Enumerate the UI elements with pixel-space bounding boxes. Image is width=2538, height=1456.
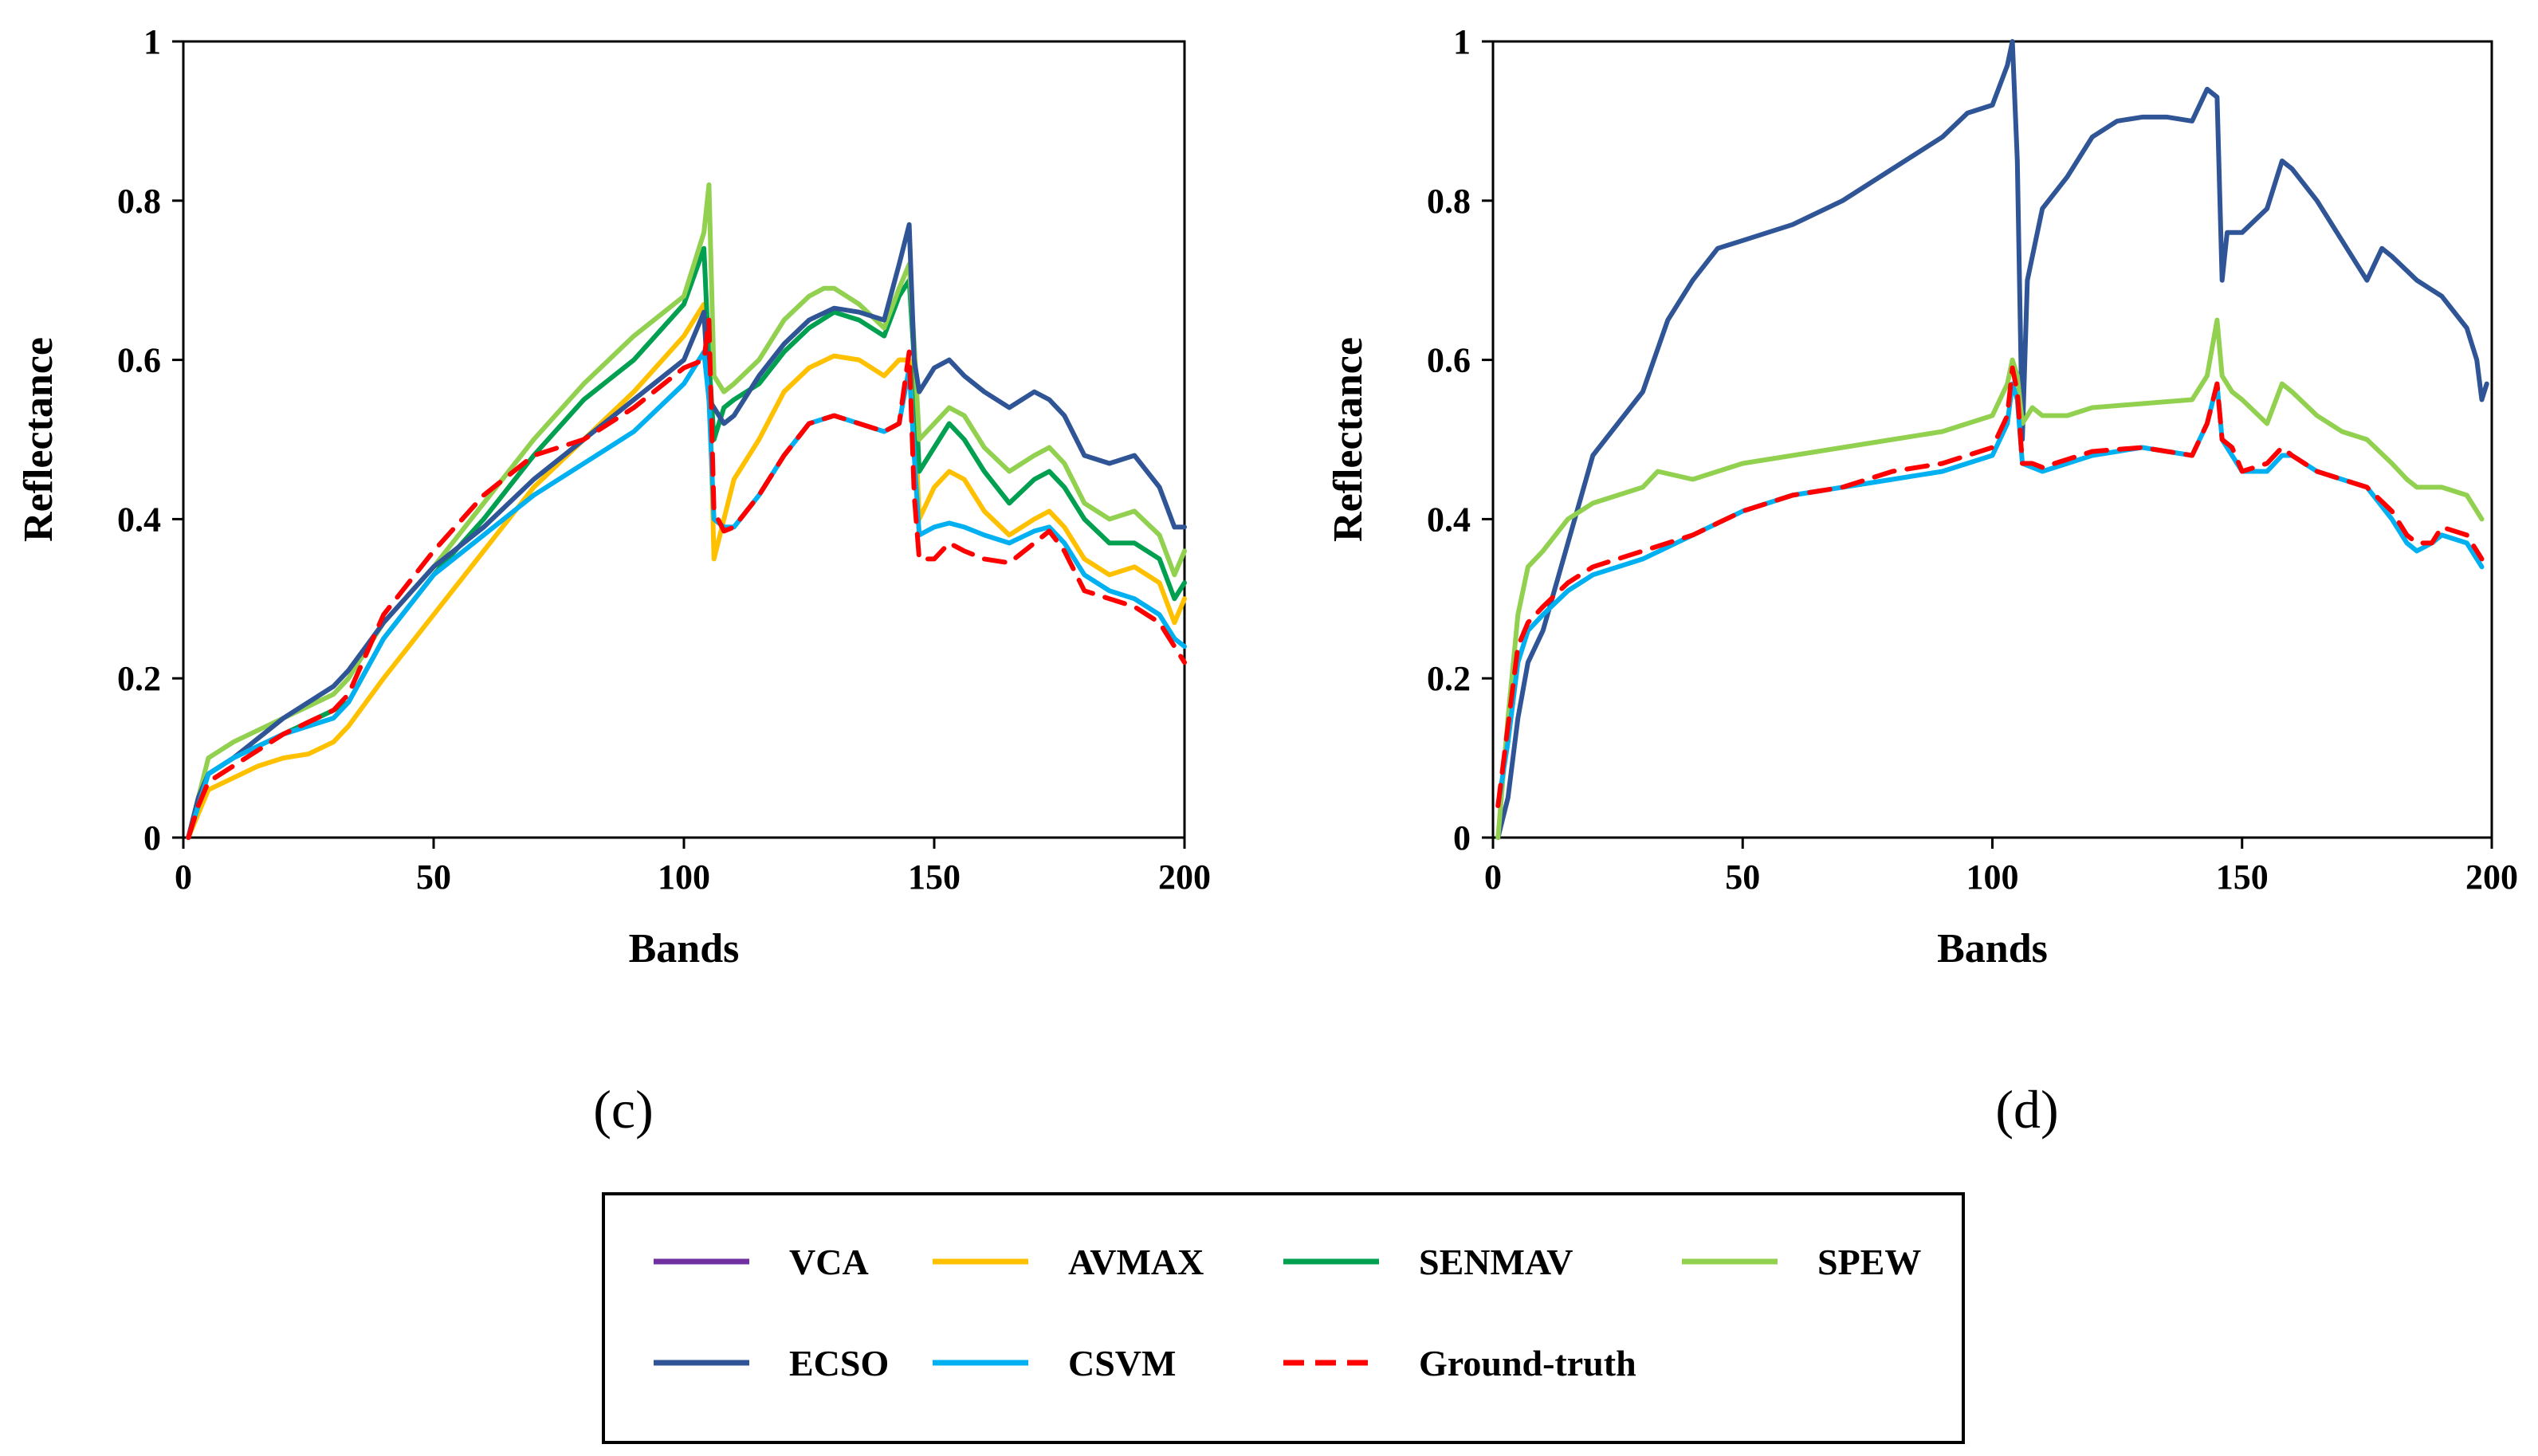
y-tick-label: 0.8: [1427, 182, 1471, 221]
series-line-avmax: [186, 301, 1187, 840]
x-tick-label: 50: [1725, 858, 1760, 897]
y-tick-label: 1: [1453, 22, 1471, 61]
legend-label: AVMAX: [1068, 1242, 1204, 1282]
series-line-senmav: [186, 245, 1187, 840]
legend-label: CSVM: [1068, 1343, 1176, 1383]
x-tick-label: 150: [908, 858, 961, 897]
legend-label: SPEW: [1817, 1242, 1921, 1282]
y-axis-title: Reflectance: [16, 337, 61, 542]
series-line-spew: [1495, 317, 2485, 840]
y-tick-label: 1: [143, 22, 161, 61]
x-axis-title: Bands: [629, 926, 740, 971]
series-line-ground-truth: [1495, 365, 2485, 808]
x-tick-label: 100: [1966, 858, 2019, 897]
series-line-ground-truth: [186, 317, 1187, 840]
chart-panel-d: 0 50 100 150 200 0 0.2 0.4 0.6 0.8 1 Bands Reflectan…: [1326, 22, 2518, 1140]
series-line-ecso: [186, 222, 1187, 840]
chart-panel-c: 0 50 100 150 200 0 0.2 0.4 0.6 0.8 1 Bands Reflectan…: [16, 22, 1211, 1140]
legend-box: [602, 1192, 1965, 1444]
y-tick-label: 0.4: [117, 500, 161, 539]
plot-frame: [1491, 40, 2493, 839]
y-tick-label: 0: [1453, 818, 1471, 858]
x-tick-label: 200: [1158, 858, 1211, 897]
legend-label: ECSO: [789, 1343, 889, 1383]
y-tick-label: 0.6: [1427, 341, 1471, 380]
series-line-csvm: [186, 349, 1187, 840]
x-tick-label: 0: [1484, 858, 1502, 897]
x-tick-label: 150: [2216, 858, 2269, 897]
y-tick-label: 0.2: [1427, 659, 1471, 698]
panel-label: (d): [1995, 1079, 2058, 1140]
y-tick-label: 0.2: [117, 659, 161, 698]
y-tick-label: 0.4: [1427, 500, 1471, 539]
y-axis-title: Reflectance: [1326, 337, 1371, 542]
x-tick-label: 200: [2465, 858, 2518, 897]
legend-label: VCA: [789, 1242, 869, 1282]
x-tick-label: 0: [175, 858, 192, 897]
y-tick-label: 0.8: [117, 182, 161, 221]
y-tick-label: 0: [143, 818, 161, 858]
x-axis-title: Bands: [1937, 926, 2048, 971]
legend: VCA AVMAX SENMAV SPEW ECSO CSVM Ground-truth: [602, 1192, 1965, 1444]
x-tick-label: 50: [416, 858, 451, 897]
y-tick-label: 0.6: [117, 341, 161, 380]
series-line-ecso: [1495, 39, 2489, 840]
legend-label: Ground-truth: [1419, 1343, 1636, 1383]
legend-label: SENMAV: [1419, 1242, 1573, 1282]
panel-label: (c): [593, 1079, 653, 1140]
x-tick-label: 100: [658, 858, 710, 897]
